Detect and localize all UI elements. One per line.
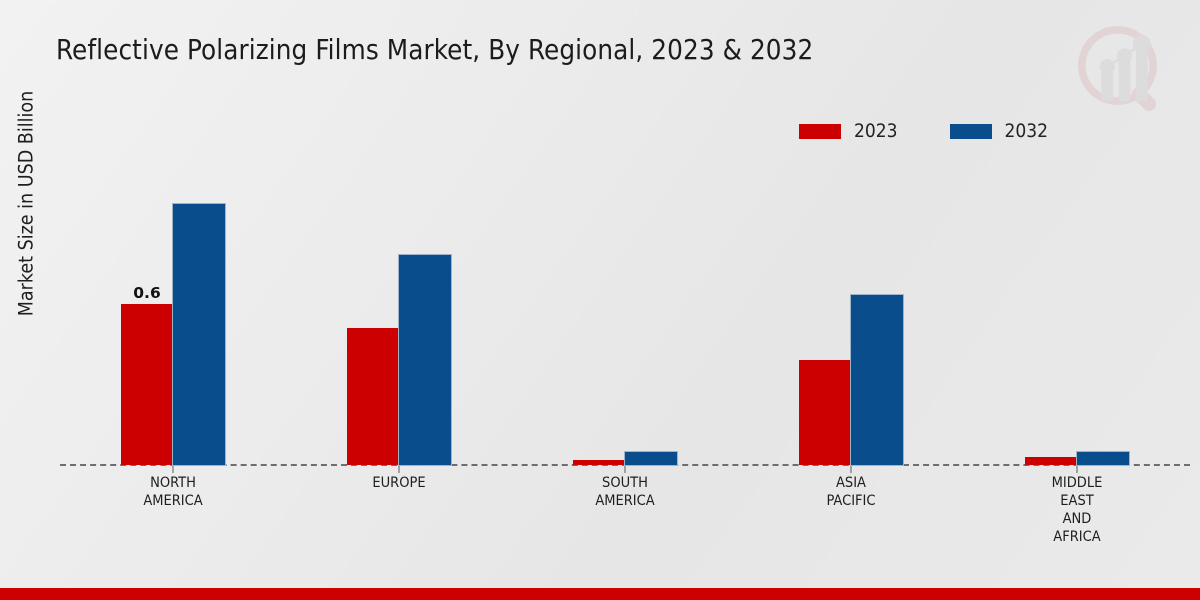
- category-label-line: PACIFIC: [826, 493, 876, 509]
- category-label-line: AND: [1062, 511, 1092, 527]
- legend-swatch-2032: [949, 123, 992, 139]
- bar-group: EUROPE: [286, 170, 512, 491]
- x-axis-category-label: EUROPE: [372, 474, 425, 492]
- bar-2032[interactable]: [850, 294, 904, 466]
- legend-label-2023: 2023: [854, 120, 898, 142]
- bar-2023[interactable]: [347, 327, 399, 465]
- category-label-line: EUROPE: [372, 475, 426, 491]
- category-label-line: SOUTH: [602, 475, 648, 491]
- watermark-logo-icon: [1070, 18, 1178, 126]
- category-label-line: AMERICA: [143, 493, 203, 509]
- x-axis-baseline: [60, 464, 1190, 466]
- legend-swatch-2023: [799, 123, 841, 139]
- bar-value-label: 0.6: [133, 283, 161, 302]
- bar-group: 0.6 NORTH AMERICA: [60, 170, 286, 509]
- x-axis-category-label: ASIA PACIFIC: [826, 474, 875, 510]
- bar-2023[interactable]: 0.6: [121, 284, 173, 465]
- category-label-line: MIDDLE: [1051, 475, 1103, 491]
- x-axis-category-label: MIDDLE EAST AND AFRICA: [1052, 474, 1103, 546]
- category-label-line: EAST: [1060, 493, 1094, 509]
- category-label-line: NORTH: [150, 475, 196, 491]
- x-axis-category-label: SOUTH AMERICA: [595, 474, 654, 510]
- bar-group: SOUTH AMERICA: [512, 170, 738, 509]
- bar-2023[interactable]: [1025, 456, 1077, 465]
- plot-area: 0.6 NORTH AMERICA EUROPE SOUTH AMERICA ASIA PAC…: [60, 170, 1190, 545]
- x-axis-tick: [1076, 466, 1078, 473]
- x-axis-tick: [850, 466, 852, 473]
- chart-title: Reflective Polarizing Films Market, By R…: [56, 34, 814, 66]
- legend-label-2032: 2032: [1004, 120, 1049, 142]
- x-axis-category-label: NORTH AMERICA: [143, 474, 202, 510]
- y-axis-title: Market Size in USD Billion: [14, 90, 38, 317]
- bar-2032[interactable]: [398, 254, 452, 466]
- bottom-accent-strip: [0, 588, 1200, 600]
- x-axis-tick: [172, 466, 174, 473]
- chart-legend: 2023 2032: [799, 120, 1048, 142]
- category-label-line: AMERICA: [595, 493, 655, 509]
- legend-item-2032[interactable]: 2032: [949, 120, 1049, 142]
- x-axis-tick: [398, 466, 400, 473]
- bar-2032[interactable]: [624, 450, 678, 467]
- category-label-line: AFRICA: [1053, 529, 1101, 545]
- legend-item-2023[interactable]: 2023: [799, 120, 898, 142]
- category-label-line: ASIA: [836, 475, 866, 491]
- bar-2032[interactable]: [172, 202, 226, 467]
- x-axis-tick: [624, 466, 626, 473]
- bar-2032[interactable]: [1076, 450, 1130, 467]
- bar-2023[interactable]: [799, 360, 851, 465]
- bar-group: ASIA PACIFIC: [738, 170, 964, 509]
- bar-2023[interactable]: [573, 459, 625, 465]
- bar-group: MIDDLE EAST AND AFRICA: [964, 170, 1190, 545]
